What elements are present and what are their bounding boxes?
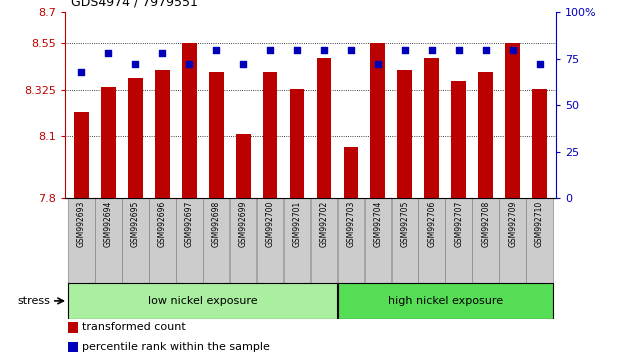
Text: GSM992702: GSM992702 — [319, 201, 329, 247]
Bar — [209, 72, 224, 198]
Bar — [263, 72, 278, 198]
Text: GSM992693: GSM992693 — [77, 201, 86, 247]
Point — [238, 62, 248, 67]
Text: GSM992701: GSM992701 — [292, 201, 302, 247]
Bar — [155, 70, 170, 198]
Point — [346, 47, 356, 52]
Point — [508, 47, 518, 52]
Bar — [230, 198, 256, 283]
Bar — [289, 89, 304, 198]
Bar — [284, 198, 310, 283]
Point — [265, 47, 275, 52]
Bar — [310, 198, 337, 283]
Text: high nickel exposure: high nickel exposure — [388, 296, 503, 306]
Text: low nickel exposure: low nickel exposure — [148, 296, 258, 306]
Bar — [424, 58, 439, 198]
Bar — [505, 43, 520, 198]
Bar — [68, 322, 78, 333]
Bar — [526, 198, 553, 283]
Point — [292, 47, 302, 52]
Text: GSM992698: GSM992698 — [212, 201, 220, 247]
Bar — [149, 198, 176, 283]
Point — [184, 62, 194, 67]
Bar — [176, 198, 202, 283]
Point — [400, 47, 410, 52]
Text: GSM992707: GSM992707 — [454, 201, 463, 247]
Bar — [478, 72, 493, 198]
Text: GSM992705: GSM992705 — [401, 201, 409, 247]
Text: GSM992706: GSM992706 — [427, 201, 437, 247]
Bar — [371, 43, 385, 198]
Bar — [343, 147, 358, 198]
Text: GSM992704: GSM992704 — [373, 201, 383, 247]
Text: transformed count: transformed count — [83, 322, 186, 332]
Bar — [256, 198, 283, 283]
Bar — [122, 198, 148, 283]
Bar — [445, 198, 472, 283]
Bar — [182, 43, 197, 198]
Text: stress: stress — [17, 296, 50, 306]
Text: GSM992703: GSM992703 — [347, 201, 355, 247]
Point — [427, 47, 437, 52]
Bar — [338, 198, 365, 283]
Text: GSM992697: GSM992697 — [184, 201, 194, 247]
Text: GSM992696: GSM992696 — [158, 201, 167, 247]
Bar — [365, 198, 391, 283]
Point — [103, 51, 113, 56]
Bar — [203, 198, 230, 283]
Bar — [236, 134, 250, 198]
Point — [76, 69, 86, 75]
Bar — [419, 198, 445, 283]
Text: GSM992708: GSM992708 — [481, 201, 490, 247]
Text: percentile rank within the sample: percentile rank within the sample — [83, 342, 270, 352]
Bar — [397, 70, 412, 198]
Bar — [68, 342, 78, 352]
Point — [454, 47, 464, 52]
Point — [481, 47, 491, 52]
Bar — [68, 198, 95, 283]
Bar — [317, 58, 332, 198]
Bar — [391, 198, 418, 283]
Point — [535, 62, 545, 67]
Text: GSM992694: GSM992694 — [104, 201, 113, 247]
Text: GSM992710: GSM992710 — [535, 201, 544, 247]
Point — [130, 62, 140, 67]
Text: GSM992709: GSM992709 — [508, 201, 517, 247]
Bar — [68, 283, 337, 319]
Bar — [101, 87, 116, 198]
Text: GSM992695: GSM992695 — [131, 201, 140, 247]
Bar — [128, 79, 143, 198]
Point — [319, 47, 329, 52]
Bar — [338, 283, 553, 319]
Bar — [473, 198, 499, 283]
Text: GDS4974 / 7979551: GDS4974 / 7979551 — [71, 0, 198, 9]
Point — [157, 51, 167, 56]
Point — [211, 47, 221, 52]
Point — [373, 62, 383, 67]
Bar — [451, 80, 466, 198]
Text: GSM992700: GSM992700 — [266, 201, 274, 247]
Bar — [499, 198, 526, 283]
Text: GSM992699: GSM992699 — [238, 201, 248, 247]
Bar — [532, 89, 547, 198]
Bar — [74, 112, 89, 198]
Bar — [95, 198, 122, 283]
